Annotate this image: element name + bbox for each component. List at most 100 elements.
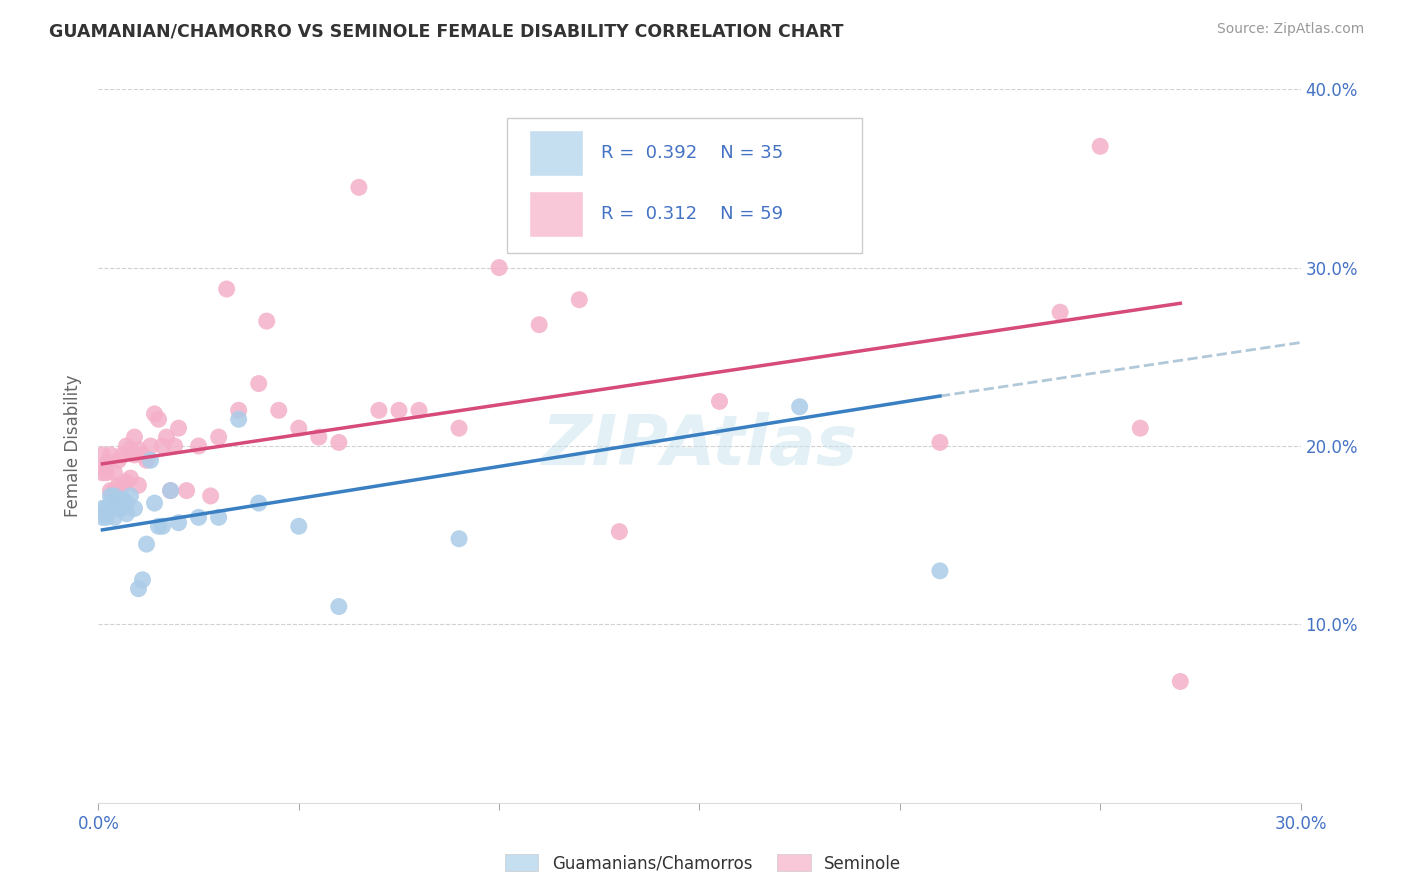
Point [247,496,270,510]
FancyBboxPatch shape [508,118,862,253]
Point [328,435,350,450]
Point [789,234,811,248]
Point [100,483,122,498]
Point [128,582,150,596]
Point [128,478,150,492]
Point [96,466,118,480]
Point [488,260,510,275]
Point [96,457,118,471]
Point [103,510,125,524]
Text: Source: ZipAtlas.com: Source: ZipAtlas.com [1216,22,1364,37]
Point [163,439,186,453]
Point [267,403,290,417]
Point [208,430,231,444]
Text: R =  0.312    N = 59: R = 0.312 N = 59 [600,205,783,223]
Point [96,510,118,524]
Point [159,483,181,498]
Point [247,376,270,391]
Point [100,489,122,503]
Point [135,537,157,551]
Point [115,475,138,489]
Point [91,510,114,524]
Point [100,501,122,516]
Point [100,496,122,510]
Point [115,439,138,453]
Point [100,448,122,462]
Point [135,453,157,467]
Point [115,507,138,521]
Point [111,492,134,507]
Point [91,466,114,480]
Point [159,483,181,498]
Point [103,489,125,503]
Point [139,453,162,467]
Point [215,282,238,296]
Point [1170,674,1192,689]
Point [347,180,370,194]
Point [709,394,731,409]
Point [288,421,311,435]
Point [139,439,162,453]
Point [155,430,177,444]
Point [143,407,166,421]
Text: ZIPAtlas: ZIPAtlas [541,412,858,480]
Point [308,430,330,444]
Point [111,478,134,492]
Point [568,293,591,307]
Point [1049,305,1071,319]
Point [368,403,391,417]
Point [131,448,153,462]
Point [447,532,470,546]
Point [131,573,153,587]
Point [107,478,129,492]
FancyBboxPatch shape [529,191,583,237]
Point [120,442,142,457]
Point [91,448,114,462]
Point [152,519,174,533]
Point [609,524,631,539]
Point [529,318,551,332]
Point [148,519,170,533]
Point [148,412,170,426]
Point [107,496,129,510]
Point [1129,421,1152,435]
Point [1088,139,1111,153]
FancyBboxPatch shape [529,129,583,176]
Point [91,501,114,516]
Point [152,439,174,453]
Point [124,501,146,516]
Point [408,403,430,417]
Point [111,501,134,516]
Point [124,430,146,444]
Point [143,496,166,510]
Point [447,421,470,435]
Point [96,501,118,516]
Point [124,448,146,462]
Legend: Guamanians/Chamorros, Seminole: Guamanians/Chamorros, Seminole [498,847,908,880]
Text: R =  0.392    N = 35: R = 0.392 N = 35 [600,144,783,161]
Point [128,442,150,457]
Point [187,439,209,453]
Point [789,400,811,414]
Point [107,453,129,467]
Point [929,435,952,450]
Point [107,501,129,516]
Point [176,483,198,498]
Point [187,510,209,524]
Text: GUAMANIAN/CHAMORRO VS SEMINOLE FEMALE DISABILITY CORRELATION CHART: GUAMANIAN/CHAMORRO VS SEMINOLE FEMALE DI… [49,22,844,40]
Point [115,496,138,510]
Point [120,471,142,485]
Point [748,198,770,212]
Point [328,599,350,614]
Point [929,564,952,578]
Point [228,403,250,417]
Point [167,421,190,435]
Point [167,516,190,530]
Point [256,314,278,328]
Point [388,403,411,417]
Point [111,448,134,462]
Point [228,412,250,426]
Point [120,489,142,503]
Point [288,519,311,533]
Point [103,466,125,480]
